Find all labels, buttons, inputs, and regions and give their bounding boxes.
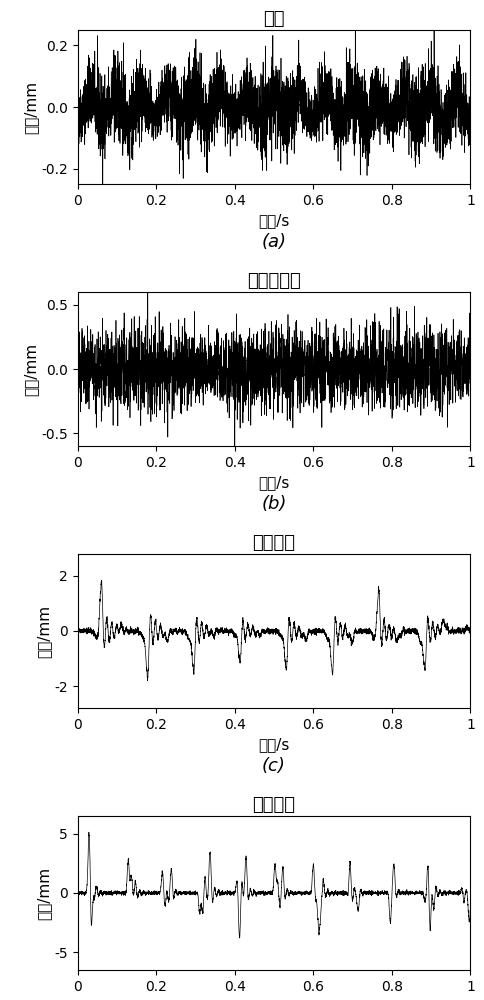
Text: (b): (b) [261,495,286,513]
Y-axis label: 幅値/mm: 幅値/mm [23,342,38,396]
X-axis label: 时间/s: 时间/s [258,213,289,228]
Text: (a): (a) [261,233,286,251]
Title: 滚动体故障: 滚动体故障 [247,272,300,290]
Title: 正常: 正常 [263,10,284,28]
Y-axis label: 幅値/mm: 幅値/mm [23,80,38,134]
X-axis label: 时间/s: 时间/s [258,737,289,752]
Y-axis label: 幅値/mm: 幅値/mm [36,604,51,658]
X-axis label: 时间/s: 时间/s [258,475,289,490]
Title: 外圈故障: 外圈故障 [252,796,295,814]
Y-axis label: 幅値/mm: 幅値/mm [36,866,51,920]
Title: 内圈故障: 内圈故障 [252,534,295,552]
Text: (c): (c) [261,757,286,775]
